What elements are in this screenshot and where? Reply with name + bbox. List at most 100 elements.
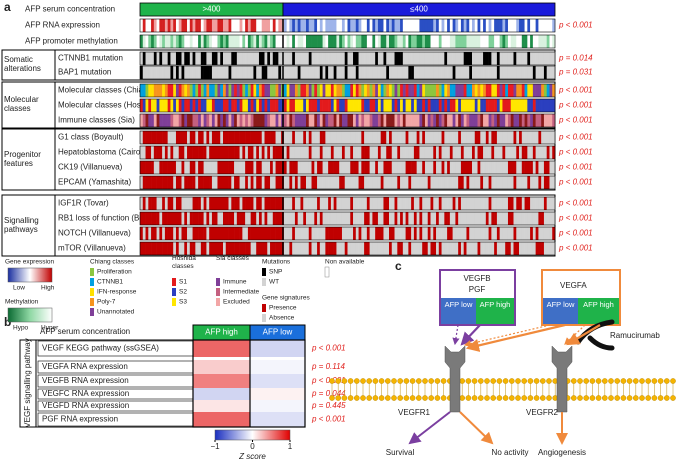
heat-stripe [474, 99, 478, 112]
heat-stripe [192, 35, 196, 48]
heat-stripe [521, 176, 525, 189]
heat-stripe [535, 212, 539, 225]
heat-stripe [436, 227, 440, 240]
heat-stripe [148, 146, 152, 159]
heat-stripe [369, 66, 373, 79]
heat-stripe [496, 197, 500, 210]
heat-stripe [214, 242, 218, 255]
row-frame [139, 83, 556, 98]
outcome-label: No activity [492, 448, 529, 457]
heat-stripe [250, 52, 254, 65]
heat-stripe [543, 227, 547, 240]
heat-stripe [242, 212, 246, 225]
group-label: >400 [202, 5, 221, 14]
heat-stripe [217, 131, 221, 144]
heat-stripe [541, 176, 545, 189]
heat-stripe [422, 19, 426, 32]
heat-stripe [477, 66, 481, 79]
heat-stripe [355, 19, 359, 32]
heat-stripe [427, 66, 431, 79]
heat-stripe [200, 99, 204, 112]
heat-stripe [538, 176, 542, 189]
heat-stripe [200, 114, 204, 127]
heat-stripe [441, 114, 445, 127]
lipid-head [378, 395, 385, 401]
heat-stripe [278, 84, 282, 97]
row-label: Hepatoblastoma (Cairo) [58, 148, 143, 157]
heat-stripe [270, 212, 274, 225]
heat-stripe [413, 114, 417, 127]
heat-stripe [532, 84, 536, 97]
heat-stripe [236, 35, 240, 48]
row-frame [139, 98, 556, 113]
heat-stripe [264, 242, 268, 255]
heat-stripe [460, 242, 464, 255]
heat-stripe [189, 52, 193, 65]
heat-stripe [408, 52, 412, 65]
heat-stripe [438, 52, 442, 65]
heat-stripe [449, 176, 453, 189]
heat-stripe [466, 197, 470, 210]
heat-stripe [178, 212, 182, 225]
heat-stripe [308, 114, 312, 127]
heat-stripe [430, 197, 434, 210]
heat-stripe [463, 176, 467, 189]
heat-stripe [200, 176, 204, 189]
heat-stripe [148, 52, 152, 65]
heat-stripe [319, 146, 323, 159]
heat-stripe [419, 197, 423, 210]
heat-stripe [314, 242, 318, 255]
heat-stripe [424, 52, 429, 65]
heat-stripe [444, 161, 448, 174]
lipid-head [664, 395, 670, 401]
heat-stripe [306, 161, 310, 174]
heat-stripe [292, 176, 296, 189]
heat-stripe [369, 176, 373, 189]
heat-stripe [441, 176, 445, 189]
lipid-head [335, 378, 342, 384]
heat-stripe [159, 161, 163, 174]
heat-stripe [430, 19, 434, 32]
heat-stripe [466, 227, 470, 240]
heat-stripe [322, 161, 326, 174]
heat-stripe [460, 161, 464, 174]
heat-stripe [330, 242, 334, 255]
heat-stripe [275, 114, 279, 127]
heat-stripe [466, 131, 470, 144]
heat-stripe [549, 227, 553, 240]
heat-stripe [480, 227, 484, 240]
heat-stripe [319, 99, 323, 112]
heat-stripe [211, 66, 215, 79]
heat-stripe [317, 131, 321, 144]
heat-stripe [148, 84, 152, 97]
heat-stripe [510, 99, 514, 112]
lipid-head [347, 378, 354, 384]
heat-stripe [532, 114, 536, 127]
heat-stripe [203, 242, 207, 255]
heat-stripe [267, 84, 271, 97]
heat-stripe [507, 114, 512, 127]
heat-stripe [289, 227, 293, 240]
heat-cell [193, 412, 250, 427]
heat-stripe [375, 52, 379, 65]
heat-stripe [253, 35, 257, 48]
heat-stripe [322, 197, 326, 210]
heat-stripe [195, 131, 199, 144]
heat-stripe [358, 19, 362, 32]
heat-stripe [297, 19, 301, 32]
heat-stripe [145, 114, 149, 127]
lipid-head [571, 378, 577, 384]
lipid-head [384, 378, 391, 384]
legend-item: CTNNB1 [97, 279, 123, 286]
heat-stripe [460, 52, 464, 65]
heat-stripe [142, 197, 146, 210]
heat-stripe [499, 242, 503, 255]
heat-stripe [140, 19, 144, 32]
heat-stripe [333, 84, 337, 97]
heat-stripe [358, 131, 362, 144]
heat-stripe [330, 146, 334, 159]
heat-stripe [408, 99, 412, 112]
heat-stripe [322, 99, 326, 112]
heat-stripe [220, 176, 224, 189]
heat-stripe [416, 146, 420, 159]
